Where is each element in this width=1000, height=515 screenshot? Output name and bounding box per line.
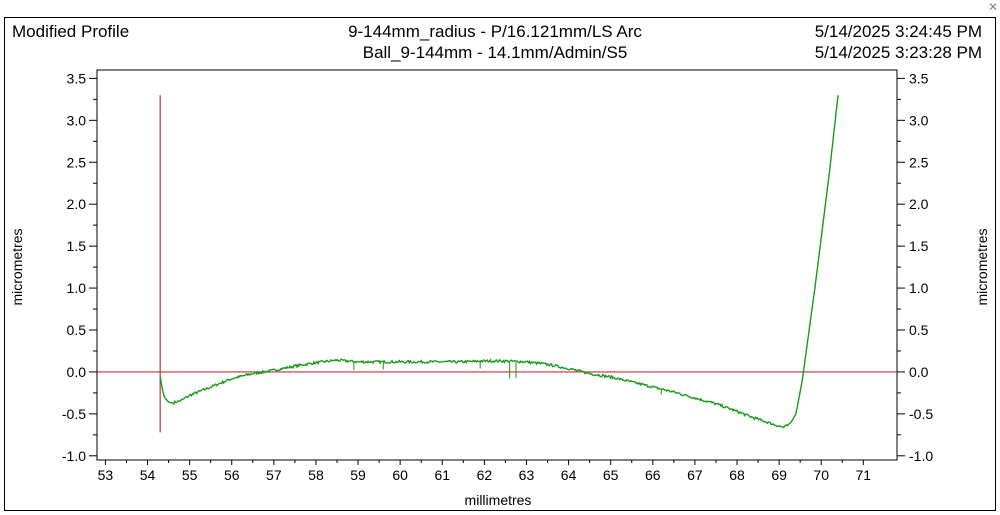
x-tick-label: 63 [519, 467, 535, 483]
x-tick-label: 68 [729, 467, 745, 483]
y-tick-label: 1.5 [67, 238, 87, 254]
y-tick-label-right: 2.0 [909, 196, 929, 212]
y-tick-label-right: 0.5 [909, 322, 929, 338]
x-tick-label: 53 [98, 467, 114, 483]
x-tick-label: 56 [224, 467, 240, 483]
x-tick-label: 57 [266, 467, 282, 483]
measurement-subtitle: Ball_9-144mm - 14.1mm/Admin/S5 [362, 43, 628, 62]
y-tick-label: 3.5 [67, 70, 87, 86]
chart-frame [4, 17, 996, 511]
y-tick-label: 0.5 [67, 322, 87, 338]
x-tick-label: 70 [813, 467, 829, 483]
x-tick-label: 69 [771, 467, 787, 483]
profile-series [159, 95, 839, 429]
profile-line [159, 95, 839, 429]
y-tick-label-right: -0.5 [909, 406, 933, 422]
y-axis-label: micrometres [9, 228, 25, 305]
x-tick-label: 54 [140, 467, 156, 483]
x-tick-label: 66 [645, 467, 661, 483]
y-tick-label-right: 3.5 [909, 70, 929, 86]
close-icon[interactable]: ✕ [987, 0, 998, 14]
x-tick-label: 59 [350, 467, 366, 483]
x-tick-label: 62 [477, 467, 493, 483]
plot-area [96, 69, 898, 461]
y-tick-label: 1.0 [67, 280, 87, 296]
measurement-date: 5/14/2025 3:23:28 PM [814, 43, 982, 62]
y-tick-label: 2.0 [67, 196, 87, 212]
y-tick-label-right: 0.0 [909, 364, 929, 380]
axes [89, 69, 905, 465]
y-tick-label-right: 3.0 [909, 112, 929, 128]
x-tick-label: 58 [308, 467, 324, 483]
x-tick-label: 71 [856, 467, 872, 483]
y-axis-label-right: micrometres [974, 228, 990, 305]
chart-title: Modified Profile [12, 22, 130, 41]
y-tick-label: -0.5 [62, 406, 86, 422]
y-tick-label: -1.0 [62, 448, 86, 464]
measurement-title: 9-144mm_radius - P/16.121mm/LS Arc [348, 22, 642, 41]
y-tick-label: 2.5 [67, 154, 87, 170]
y-tick-label-right: -1.0 [909, 448, 933, 464]
x-tick-label: 65 [603, 467, 619, 483]
analysis-date: 5/14/2025 3:24:45 PM [814, 22, 982, 41]
x-tick-label: 64 [561, 467, 577, 483]
tick-labels: 53 54 55 56 57 58 59 60 61 62 63 64 65 66 67 68 69 70 71 -1… [62, 70, 933, 483]
x-tick-label: 55 [182, 467, 198, 483]
y-tick-label-right: 1.0 [909, 280, 929, 296]
x-axis-label: millimetres [465, 492, 532, 508]
y-tick-label: 3.0 [67, 112, 87, 128]
y-tick-label-right: 1.5 [909, 238, 929, 254]
x-tick-label: 60 [392, 467, 408, 483]
y-tick-label-right: 2.5 [909, 154, 929, 170]
x-tick-label: 67 [687, 467, 703, 483]
y-tick-label: 0.0 [67, 364, 87, 380]
x-tick-label: 61 [434, 467, 450, 483]
